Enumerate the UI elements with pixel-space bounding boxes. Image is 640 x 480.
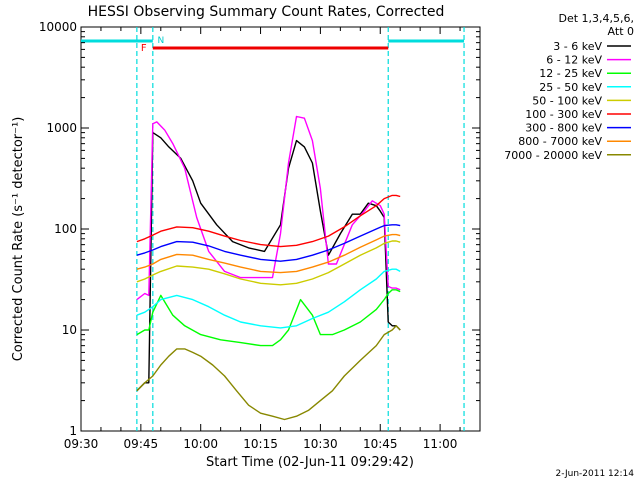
y-axis: 1 10 100 1000 10000 xyxy=(39,20,480,438)
chart-title: HESSI Observing Summary Count Rates, Cor… xyxy=(88,4,445,20)
series-line xyxy=(136,268,401,329)
y-tick-label: 1000 xyxy=(46,121,77,135)
legend-label: 7000 - 20000 keV xyxy=(504,149,602,162)
y-tick-label: 10000 xyxy=(39,20,77,34)
x-tick-label: 11:00 xyxy=(423,437,458,451)
legend-title-line: Att 0 xyxy=(608,25,634,38)
legend-label: 100 - 300 keV xyxy=(525,108,602,121)
x-axis: 09:30 09:45 10:00 10:15 10:30 10:45 11:00 xyxy=(64,27,481,451)
legend-label: 25 - 50 keV xyxy=(539,81,602,94)
series-line xyxy=(136,289,401,347)
x-tick-label: 10:15 xyxy=(243,437,278,451)
x-tick-label: 10:00 xyxy=(183,437,218,451)
y-tick-label: 100 xyxy=(54,222,77,236)
x-tick-label: 10:45 xyxy=(363,437,398,451)
night-flag-label: N xyxy=(157,36,164,46)
x-tick-label: 10:30 xyxy=(303,437,338,451)
y-axis-label: Corrected Count Rate (s⁻¹ detector⁻¹) xyxy=(11,117,26,362)
series-line xyxy=(136,194,401,248)
legend-label: 12 - 25 keV xyxy=(539,67,602,80)
x-tick-label: 09:30 xyxy=(64,437,99,451)
series-layer xyxy=(136,115,401,421)
series-line xyxy=(136,224,401,262)
x-axis-label: Start Time (02-Jun-11 09:29:42) xyxy=(206,455,414,470)
y-tick-label: 1 xyxy=(69,424,77,438)
legend-label: 50 - 100 keV xyxy=(532,94,602,107)
legend-label: 300 - 800 keV xyxy=(525,122,602,135)
legend-title-line: Det 1,3,4,5,6, xyxy=(558,12,634,25)
legend-label: 3 - 6 keV xyxy=(553,40,602,53)
x-tick-label: 09:45 xyxy=(124,437,159,451)
plot-timestamp: 2-Jun-2011 12:14 xyxy=(556,469,635,479)
series-line xyxy=(136,325,401,421)
y-tick-label: 10 xyxy=(62,323,77,337)
series-line xyxy=(136,233,401,274)
flags-layer xyxy=(81,27,465,431)
series-line xyxy=(136,240,401,286)
legend-label: 6 - 12 keV xyxy=(546,54,602,67)
series-line xyxy=(136,115,401,301)
series-line xyxy=(136,131,401,392)
flare-flag-label: F xyxy=(141,43,147,54)
legend-label: 800 - 7000 keV xyxy=(518,135,602,148)
